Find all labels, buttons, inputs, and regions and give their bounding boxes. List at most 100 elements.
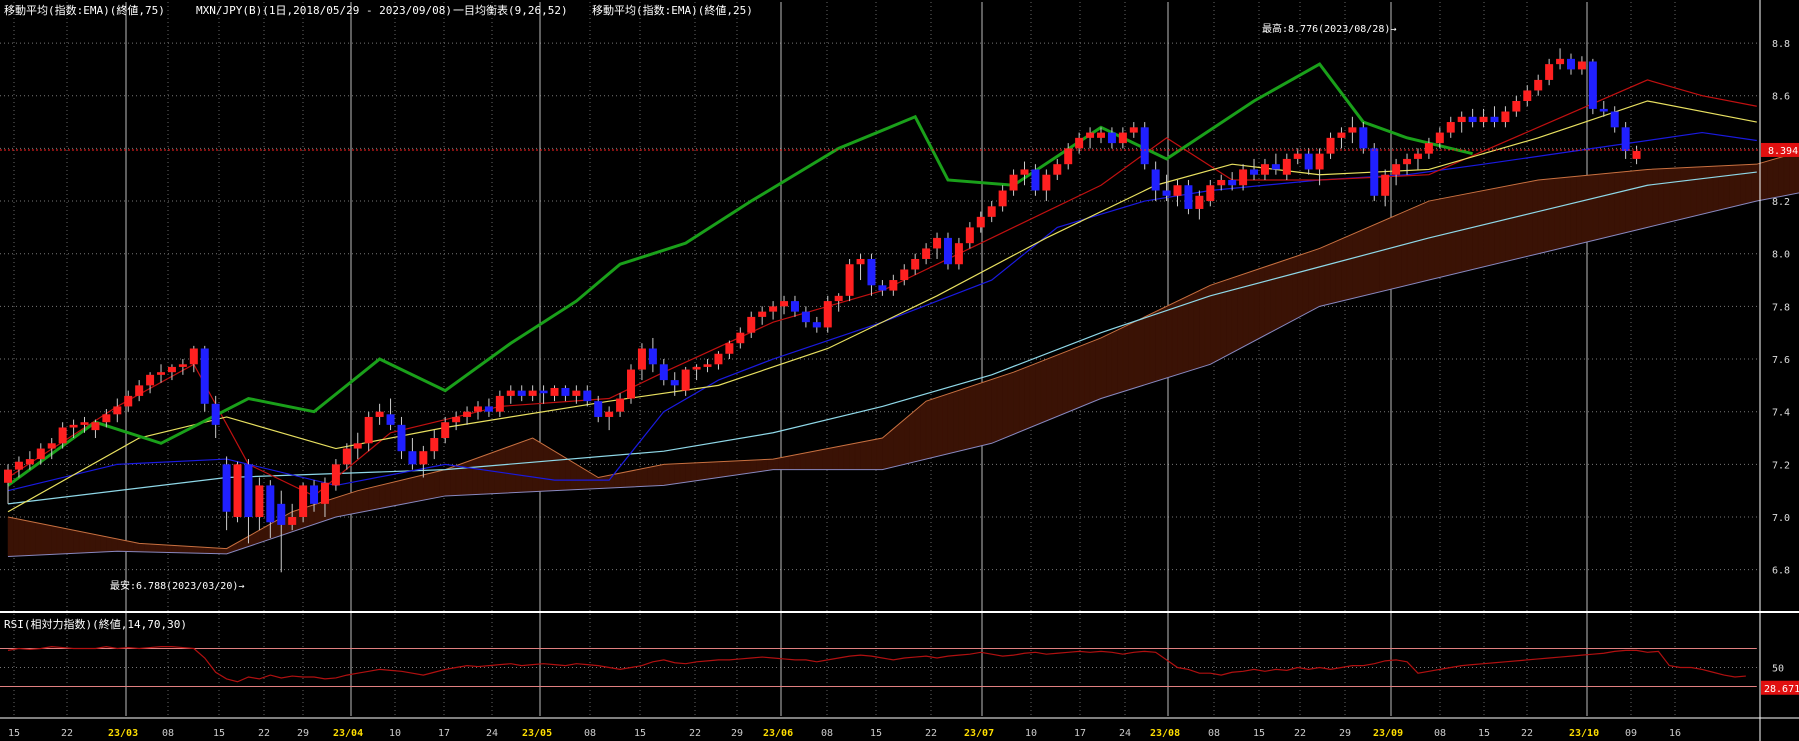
kumo-segment bbox=[1308, 249, 1315, 313]
kumo-segment bbox=[674, 463, 681, 485]
kumo-segment bbox=[898, 419, 905, 466]
kumo-segment bbox=[1264, 264, 1271, 336]
candle-body bbox=[200, 348, 209, 404]
kumo-segment bbox=[515, 441, 522, 493]
kumo-segment bbox=[701, 461, 708, 481]
x-tick-label: 17 bbox=[438, 728, 450, 739]
kumo-segment bbox=[636, 468, 643, 487]
kumo-segment bbox=[1341, 236, 1348, 302]
kumo-segment bbox=[1516, 182, 1523, 260]
kumo-segment bbox=[1133, 319, 1140, 389]
indicator-lines bbox=[7, 62, 1799, 558]
rsi-tick-label: 50 bbox=[1772, 664, 1784, 675]
kumo-segment bbox=[1767, 159, 1774, 200]
kumo-segment bbox=[215, 547, 222, 554]
rsi-panel: 50 28.671 bbox=[0, 645, 1799, 695]
kumo-segment bbox=[466, 459, 473, 496]
candle-body bbox=[856, 258, 865, 265]
kumo-segment bbox=[1199, 287, 1206, 369]
kumo-segment bbox=[1188, 292, 1195, 372]
kumo-segment bbox=[658, 464, 665, 486]
kumo-segment bbox=[1057, 352, 1063, 417]
x-tick-label: 17 bbox=[1074, 728, 1086, 739]
kumo-segment bbox=[914, 405, 921, 463]
x-tick-label: 15 bbox=[8, 728, 20, 739]
symbol-legend: MXN/JPY(B)(1日,2018/05/29 - 2023/09/08) bbox=[196, 4, 453, 17]
rsi-line bbox=[7, 645, 1746, 683]
candle-body bbox=[1107, 132, 1116, 144]
kumo-segment bbox=[865, 439, 872, 470]
candle-body bbox=[1424, 143, 1433, 154]
candle-body bbox=[1632, 151, 1641, 159]
kumo-segment bbox=[1608, 172, 1615, 237]
kumo-segment bbox=[532, 437, 539, 492]
kumo-segment bbox=[1532, 179, 1539, 256]
candle-body bbox=[659, 364, 668, 381]
candle-body bbox=[648, 348, 657, 365]
kumo-segment bbox=[685, 462, 692, 483]
candle-body bbox=[539, 390, 548, 394]
candle-body bbox=[1588, 61, 1597, 109]
candle-body bbox=[703, 364, 712, 367]
candle-body bbox=[91, 422, 100, 431]
x-tick-label: 23/03 bbox=[108, 728, 138, 739]
candle-body bbox=[747, 316, 756, 333]
kumo-segment bbox=[384, 482, 391, 508]
candle-body bbox=[14, 461, 23, 470]
kumo-segment bbox=[1275, 260, 1282, 330]
kumo-segment bbox=[166, 544, 173, 553]
candle-body bbox=[627, 369, 636, 399]
kumo-segment bbox=[401, 478, 408, 505]
kumo-segment bbox=[1155, 308, 1162, 382]
kumo-segment bbox=[1117, 327, 1124, 394]
kumo-segment bbox=[73, 529, 80, 554]
kumo-segment bbox=[1046, 356, 1053, 422]
kumo-segment bbox=[953, 389, 960, 453]
candle-body bbox=[69, 424, 78, 428]
kumo-segment bbox=[625, 470, 632, 488]
x-tick-label: 08 bbox=[821, 728, 833, 739]
kumo-segment bbox=[816, 449, 823, 470]
kumo-segment bbox=[1740, 164, 1747, 206]
kumo-segment bbox=[100, 535, 107, 553]
x-tick-label: 15 bbox=[1253, 728, 1265, 739]
kumo-segment bbox=[1778, 155, 1785, 198]
candle-body bbox=[769, 306, 778, 312]
kumo-segment bbox=[1002, 373, 1009, 440]
kumo-segment bbox=[24, 519, 31, 556]
kumo-segment bbox=[1762, 160, 1768, 201]
candle-body bbox=[233, 464, 242, 518]
kumo-segment bbox=[548, 447, 555, 492]
candle-body bbox=[1435, 132, 1444, 144]
kumo-segment bbox=[871, 438, 878, 470]
kumo-segment bbox=[597, 476, 604, 489]
kumo-segment bbox=[537, 440, 544, 492]
kumo-segment bbox=[1499, 185, 1506, 264]
candle-body bbox=[594, 401, 603, 417]
candle-body bbox=[834, 295, 843, 302]
x-tick-label: 23/04 bbox=[333, 728, 363, 739]
candle-body bbox=[1501, 111, 1510, 123]
kumo-segment bbox=[1166, 303, 1173, 379]
candle-body bbox=[1118, 132, 1127, 144]
kumo-segment bbox=[1455, 194, 1462, 274]
kumo-segment bbox=[1144, 313, 1151, 386]
kumo-segment bbox=[1603, 172, 1610, 239]
kumo-segment bbox=[13, 517, 20, 557]
kumo-segment bbox=[149, 543, 156, 553]
senkou-span-a bbox=[7, 151, 1799, 550]
candle-body bbox=[473, 406, 482, 412]
x-tick-label: 23/10 bbox=[1569, 728, 1599, 739]
kumo-segment bbox=[1007, 371, 1014, 437]
kumo-segment bbox=[570, 460, 577, 491]
senkou-span-b bbox=[7, 192, 1799, 558]
kumo-segment bbox=[1428, 199, 1435, 281]
ema75-line bbox=[7, 171, 1757, 505]
kumo-segment bbox=[1789, 152, 1796, 196]
candle-body bbox=[1020, 169, 1029, 175]
kumo-segment bbox=[904, 414, 910, 465]
candle-body bbox=[550, 387, 559, 396]
kumo-segment bbox=[117, 538, 124, 552]
rsi-value-tag bbox=[1761, 680, 1799, 695]
